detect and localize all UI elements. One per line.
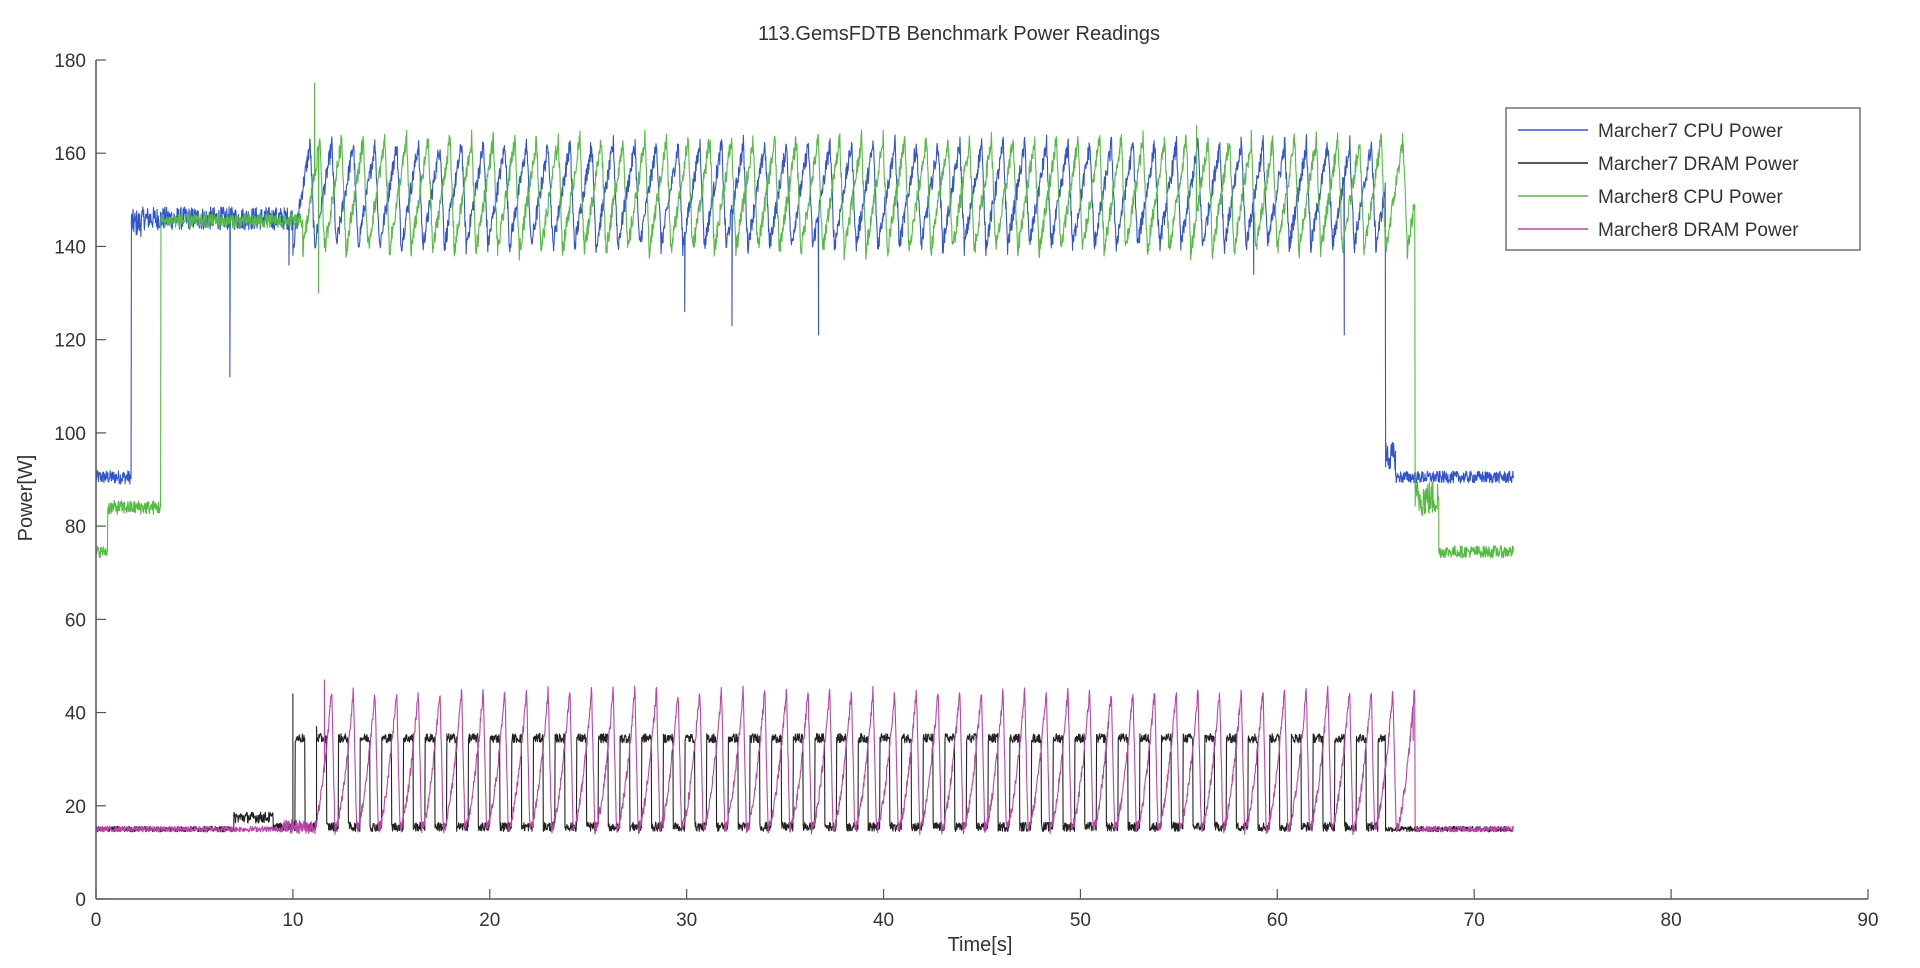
x-tick-label: 90: [1857, 910, 1878, 931]
y-tick-label: 60: [65, 610, 86, 631]
legend-entry: Marcher8 CPU Power: [1598, 187, 1783, 208]
y-tick-label: 20: [65, 797, 86, 818]
x-tick-label: 0: [91, 910, 102, 931]
x-axis-label: Time[s]: [948, 934, 1013, 956]
axes: 0 10 20 30 40 50 60 70 80 90 0 20 40 60 80 100 120 140 160…: [54, 51, 1878, 931]
x-tick-label: 80: [1661, 910, 1682, 931]
legend-entry: Marcher7 CPU Power: [1598, 121, 1783, 142]
legend-entry: Marcher8 DRAM Power: [1598, 220, 1799, 241]
x-tick-label: 70: [1464, 910, 1485, 931]
chart-title: 113.GemsFDTB Benchmark Power Readings: [758, 23, 1160, 45]
y-tick-label: 80: [65, 517, 86, 538]
y-tick-label: 40: [65, 704, 86, 725]
legend-entry: Marcher7 DRAM Power: [1598, 154, 1799, 175]
y-axis-label: Power[W]: [15, 455, 37, 542]
series-line-4: [95, 679, 1515, 836]
y-tick-label: 100: [54, 424, 86, 445]
x-tick-label: 30: [676, 910, 697, 931]
x-tick-label: 60: [1267, 910, 1288, 931]
series-line-3: [95, 82, 1515, 559]
x-tick-label: 40: [873, 910, 894, 931]
legend: Marcher7 CPU Power Marcher7 DRAM Power Mar…: [1505, 107, 1861, 251]
y-tick-label: 0: [75, 890, 86, 911]
y-tick-label: 140: [54, 237, 86, 258]
y-tick-label: 180: [54, 51, 86, 72]
x-tick-label: 20: [479, 910, 500, 931]
series-line-1: [95, 134, 1515, 485]
y-tick-label: 160: [54, 144, 86, 165]
series-line-2: [95, 693, 1515, 833]
y-tick-label: 120: [54, 331, 86, 352]
x-tick-label: 50: [1070, 910, 1091, 931]
plot-area: [95, 82, 1515, 836]
x-tick-label: 10: [282, 910, 303, 931]
legend-box: [1505, 107, 1861, 251]
